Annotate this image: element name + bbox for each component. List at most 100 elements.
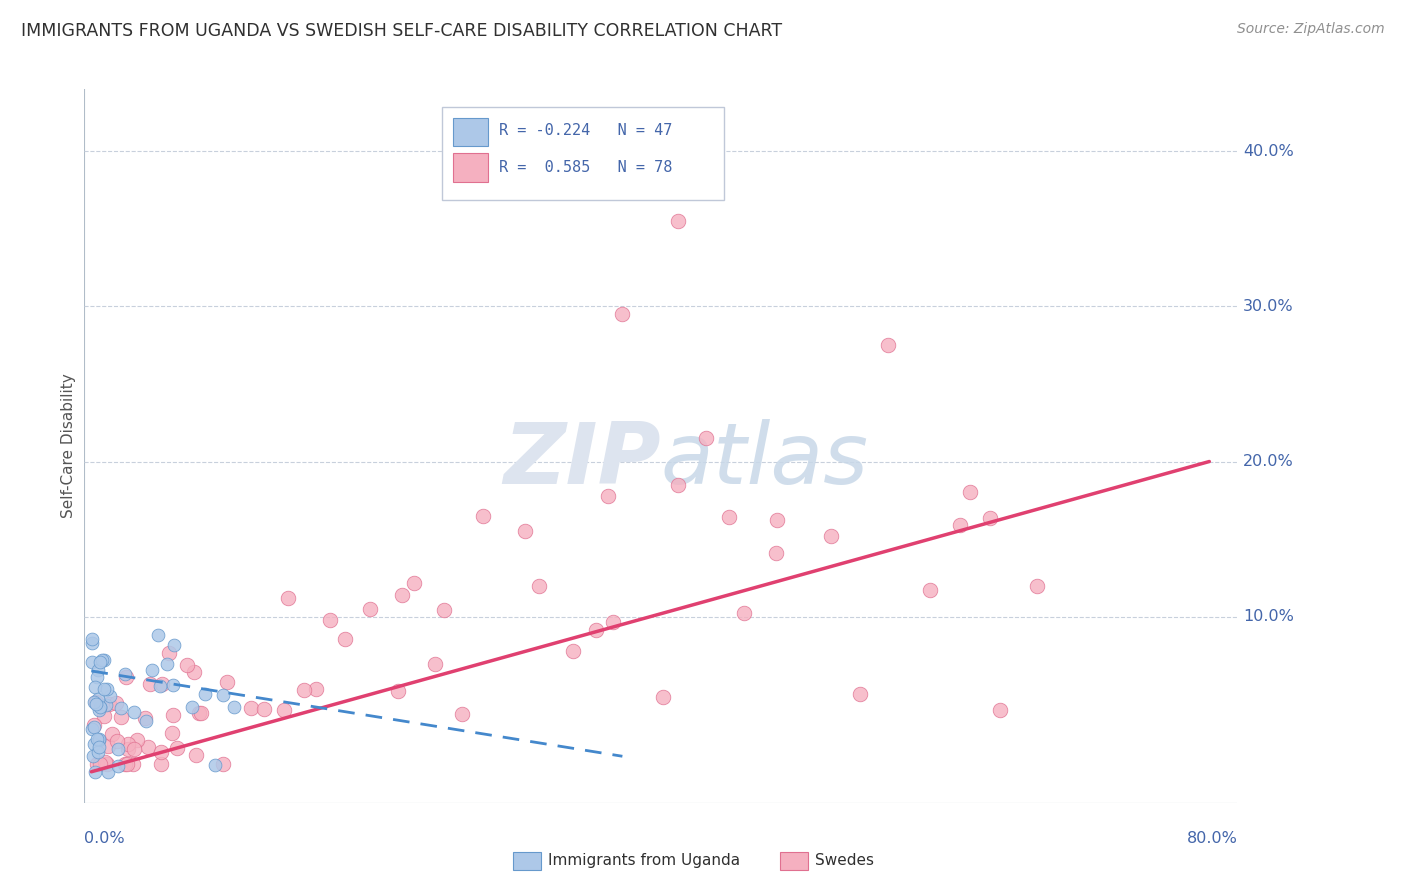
Point	[204, 757, 226, 772]
Y-axis label: Self-Care Disability: Self-Care Disability	[60, 374, 76, 518]
Point	[187, 706, 209, 721]
Point	[84, 696, 107, 710]
Point	[89, 655, 111, 669]
Point	[359, 602, 381, 616]
Point	[89, 700, 111, 714]
Point	[598, 489, 620, 503]
Point	[162, 678, 184, 692]
Point	[149, 745, 172, 759]
Point	[93, 653, 115, 667]
Text: 10.0%: 10.0%	[1243, 609, 1294, 624]
Point	[87, 745, 110, 759]
Point	[333, 632, 356, 646]
Point	[114, 666, 136, 681]
Point	[513, 524, 536, 539]
Point	[93, 709, 115, 723]
Point	[87, 703, 110, 717]
Point	[136, 739, 159, 754]
Point	[820, 529, 842, 543]
Point	[433, 603, 456, 617]
Point	[134, 711, 156, 725]
Point	[100, 726, 122, 740]
Point	[695, 431, 717, 445]
Point	[733, 606, 755, 620]
Point	[666, 214, 689, 228]
Point	[163, 638, 186, 652]
Point	[110, 700, 132, 714]
Point	[87, 663, 110, 677]
Point	[387, 684, 409, 698]
Point	[89, 757, 111, 772]
Point	[87, 731, 110, 746]
Point	[139, 676, 162, 690]
Point	[160, 726, 183, 740]
Point	[652, 690, 675, 704]
Point	[979, 511, 1001, 525]
Point	[149, 679, 172, 693]
Point	[117, 737, 139, 751]
Point	[391, 588, 413, 602]
Point	[162, 708, 184, 723]
Point	[80, 632, 103, 646]
Text: 30.0%: 30.0%	[1243, 299, 1294, 314]
Point	[122, 706, 145, 720]
Point	[93, 682, 115, 697]
Text: 20.0%: 20.0%	[1243, 454, 1294, 469]
Point	[222, 700, 245, 714]
Point	[96, 681, 118, 696]
Point	[240, 700, 263, 714]
Point	[186, 748, 208, 763]
Point	[82, 636, 104, 650]
Point	[157, 646, 180, 660]
Point	[451, 706, 474, 721]
Point	[425, 657, 447, 671]
Point	[146, 627, 169, 641]
FancyBboxPatch shape	[453, 153, 488, 182]
Point	[666, 477, 689, 491]
Point	[612, 307, 634, 321]
Point	[765, 546, 787, 560]
FancyBboxPatch shape	[453, 118, 488, 146]
Point	[562, 644, 585, 658]
Point	[115, 757, 138, 772]
Point	[117, 742, 139, 756]
Point	[273, 703, 295, 717]
Point	[181, 699, 204, 714]
Point	[94, 698, 117, 713]
Text: R =  0.585   N = 78: R = 0.585 N = 78	[499, 161, 673, 175]
Text: ZIP: ZIP	[503, 418, 661, 502]
Point	[86, 757, 108, 772]
Point	[110, 710, 132, 724]
Point	[87, 733, 110, 747]
Point	[83, 720, 105, 734]
Point	[292, 682, 315, 697]
Text: R = -0.224   N = 47: R = -0.224 N = 47	[499, 123, 673, 138]
Point	[83, 696, 105, 710]
Point	[253, 702, 276, 716]
Point	[602, 615, 624, 630]
Point	[176, 657, 198, 672]
Point	[156, 657, 179, 672]
Point	[122, 757, 145, 772]
Point	[277, 591, 299, 606]
Point	[949, 518, 972, 533]
Point	[82, 748, 104, 763]
Point	[86, 670, 108, 684]
Point	[1026, 579, 1049, 593]
Text: Source: ZipAtlas.com: Source: ZipAtlas.com	[1237, 22, 1385, 37]
Point	[849, 687, 872, 701]
Point	[98, 697, 121, 711]
Text: Immigrants from Uganda: Immigrants from Uganda	[548, 854, 741, 868]
Point	[89, 699, 111, 714]
Point	[183, 665, 205, 679]
Point	[90, 653, 112, 667]
Point	[86, 697, 108, 711]
Point	[82, 723, 104, 737]
Point	[83, 737, 105, 751]
Point	[98, 690, 121, 704]
Point	[107, 759, 129, 773]
Point	[127, 733, 149, 747]
Point	[585, 623, 607, 637]
Point	[305, 681, 328, 696]
Text: 0.0%: 0.0%	[84, 831, 125, 847]
